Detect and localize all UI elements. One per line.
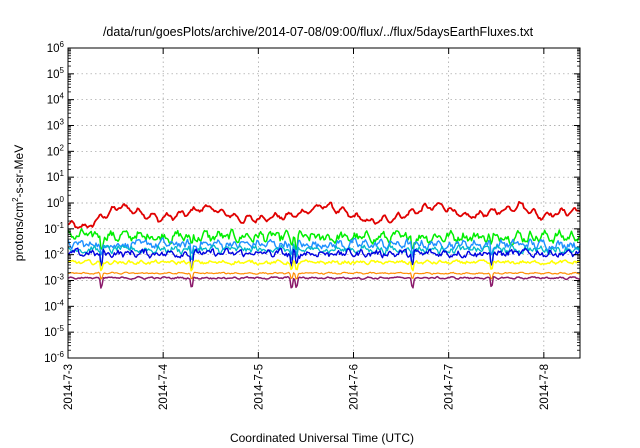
y-tick-label: 10-5 xyxy=(44,324,64,339)
series-line xyxy=(67,227,581,251)
x-tick-label: 2014-7-8 xyxy=(539,364,551,410)
series-lines xyxy=(67,201,581,289)
x-tick-label: 2014-7-3 xyxy=(63,364,75,410)
x-tick-label: 2014-7-4 xyxy=(158,363,170,410)
y-tick-label: 103 xyxy=(47,118,65,133)
x-axis-ticks: 2014-7-3 2014-7-4 2014-7-5 2014-7-6 2014-7-7… xyxy=(63,48,551,410)
y-tick-label: 105 xyxy=(47,66,65,81)
y-tick-label: 10-6 xyxy=(44,350,64,365)
series-line xyxy=(67,275,581,289)
series-line xyxy=(67,258,581,272)
y-tick-label: 10-2 xyxy=(44,247,64,262)
y-tick-label: 104 xyxy=(47,92,65,107)
chart-title: /data/run/goesPlots/archive/2014-07-08/0… xyxy=(103,25,534,39)
grid-lines xyxy=(68,48,580,358)
x-tick-label: 2014-7-5 xyxy=(253,364,265,410)
y-axis-ticks: 10-6 10-5 10-4 10-3 10-2 10-1 100 101 102 103 104 1… xyxy=(44,40,580,365)
series-line xyxy=(67,247,581,270)
series-line xyxy=(67,271,581,280)
x-tick-label: 2014-7-6 xyxy=(349,364,361,410)
y-tick-label: 106 xyxy=(47,40,65,55)
x-axis-label: Coordinated Universal Time (UTC) xyxy=(230,431,414,445)
y-axis-label: protons/cm2-s-sr-MeV xyxy=(11,145,26,261)
y-tick-label: 101 xyxy=(47,169,65,184)
y-tick-label: 10-1 xyxy=(44,221,64,236)
y-tick-label: 102 xyxy=(47,143,65,158)
y-tick-label: 10-4 xyxy=(44,298,64,313)
y-tick-label: 100 xyxy=(47,195,65,210)
x-tick-label: 2014-7-7 xyxy=(444,364,456,410)
y-tick-label: 10-3 xyxy=(44,273,64,288)
series-line xyxy=(67,201,581,229)
